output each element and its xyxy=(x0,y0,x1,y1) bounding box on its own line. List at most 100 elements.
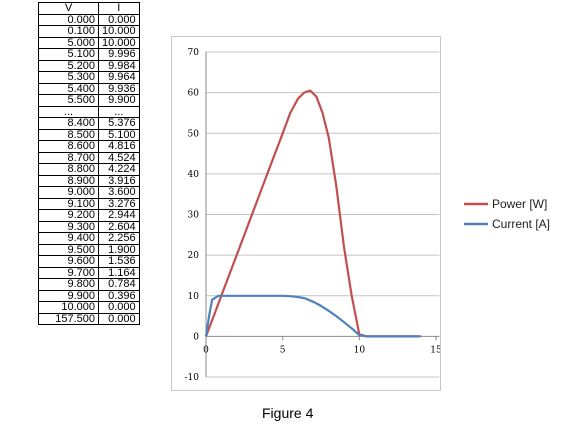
cell-voltage: 5.400 xyxy=(38,82,99,95)
cell-voltage: 0.000 xyxy=(38,13,99,26)
cell-current: 2.944 xyxy=(98,209,140,222)
table-row: 9.300 2.604 xyxy=(38,220,140,233)
y-tick-label: 30 xyxy=(188,211,200,221)
y-tick-label: 70 xyxy=(188,48,200,58)
x-tick-label: 5 xyxy=(280,345,286,355)
table-row: 10.000 0.000 xyxy=(38,301,140,314)
table-header-row: V I xyxy=(38,2,140,15)
table-row: 8.700 4.524 xyxy=(38,151,140,164)
cell-voltage: 8.400 xyxy=(38,117,99,130)
cell-current: 3.276 xyxy=(98,197,140,210)
table-row: 0.000 0.000 xyxy=(38,13,140,26)
cell-voltage: 9.900 xyxy=(38,289,99,302)
table-row: 8.800 4.224 xyxy=(38,163,140,176)
legend-label: Power [W] xyxy=(492,197,547,211)
chart-legend: Power [W] Current [A] xyxy=(464,197,550,231)
cell-current: 1.164 xyxy=(98,266,140,279)
cell-voltage: 8.500 xyxy=(38,128,99,141)
cell-voltage: 5.100 xyxy=(38,48,99,61)
cell-voltage: 10.000 xyxy=(38,301,99,314)
cell-current: 9.984 xyxy=(98,59,140,72)
cell-voltage: 8.900 xyxy=(38,174,99,187)
cell-voltage: 9.600 xyxy=(38,255,99,268)
cell-current: 5.376 xyxy=(98,117,140,130)
y-tick-label: 50 xyxy=(188,129,200,139)
y-tick-label: 10 xyxy=(188,292,200,302)
y-tick-label: 0 xyxy=(193,332,199,342)
cell-voltage: 0.100 xyxy=(38,25,99,38)
table-row: ...... xyxy=(38,105,140,118)
table-row: 9.700 1.164 xyxy=(38,266,140,279)
table-row: 8.500 5.100 xyxy=(38,128,140,141)
table-row: 0.100 10.000 xyxy=(38,25,140,38)
table-row: 5.000 10.000 xyxy=(38,36,140,49)
chart-plot: -10 0 10 20 30 40 50 60 70 0 5 10 15 xyxy=(185,48,441,383)
cell-voltage: 9.100 xyxy=(38,197,99,210)
cell-voltage: 9.300 xyxy=(38,220,99,233)
cell-current: 10.000 xyxy=(98,25,140,38)
table-row: 9.200 2.944 xyxy=(38,209,140,222)
table-row: 9.900 0.396 xyxy=(38,289,140,302)
cell-current: 4.524 xyxy=(98,151,140,164)
y-tick-label: 60 xyxy=(188,89,200,99)
x-tick-label: 10 xyxy=(354,345,366,355)
cell-voltage: 5.500 xyxy=(38,94,99,107)
cell-voltage: 9.700 xyxy=(38,266,99,279)
table-row: 5.200 9.984 xyxy=(38,59,140,72)
table-row: 9.100 3.276 xyxy=(38,197,140,210)
cell-voltage: ... xyxy=(38,105,99,118)
table-row: 157.500 0.000 xyxy=(38,312,140,325)
cell-voltage: 8.700 xyxy=(38,151,99,164)
cell-current: 10.000 xyxy=(98,36,140,49)
table-row: 5.100 9.996 xyxy=(38,48,140,61)
cell-current: 9.936 xyxy=(98,82,140,95)
cell-current: 0.784 xyxy=(98,278,140,291)
table-row: 5.500 9.900 xyxy=(38,94,140,107)
cell-current: 4.816 xyxy=(98,140,140,153)
current-series-line xyxy=(204,294,421,338)
table-row: 9.400 2.256 xyxy=(38,232,140,245)
cell-voltage: 9.400 xyxy=(38,232,99,245)
table-row: 9.000 3.600 xyxy=(38,186,140,199)
cell-current: 2.604 xyxy=(98,220,140,233)
cell-current: 1.900 xyxy=(98,243,140,256)
cell-current: 2.256 xyxy=(98,232,140,245)
cell-voltage: 9.000 xyxy=(38,186,99,199)
cell-current: 9.900 xyxy=(98,94,140,107)
table-body: 0.000 0.000 0.100 10.000 5.000 10.000 5.100 9.9… xyxy=(38,13,140,325)
table-row: 9.600 1.536 xyxy=(38,255,140,268)
cell-current: ... xyxy=(98,105,140,118)
cell-current: 3.600 xyxy=(98,186,140,199)
column-header-v: V xyxy=(38,2,99,15)
data-table: V I 0.000 0.000 0.100 10.000 5.000 10.000 5.10… xyxy=(38,2,140,325)
power-series-line xyxy=(204,89,421,338)
cell-current: 0.000 xyxy=(98,301,140,314)
table-row: 5.300 9.964 xyxy=(38,71,140,84)
column-header-i: I xyxy=(98,2,140,15)
legend-label: Current [A] xyxy=(492,217,550,231)
table-row: 8.600 4.816 xyxy=(38,140,140,153)
cell-current: 0.000 xyxy=(98,312,140,325)
chart-frame: -10 0 10 20 30 40 50 60 70 0 5 10 15 xyxy=(171,36,441,391)
table-row: 8.400 5.376 xyxy=(38,117,140,130)
cell-current: 1.536 xyxy=(98,255,140,268)
cell-voltage: 9.800 xyxy=(38,278,99,291)
cell-current: 0.396 xyxy=(98,289,140,302)
y-tick-label: -10 xyxy=(185,373,200,383)
cell-current: 3.916 xyxy=(98,174,140,187)
cell-current: 5.100 xyxy=(98,128,140,141)
cell-voltage: 157.500 xyxy=(38,312,99,325)
cell-voltage: 8.800 xyxy=(38,163,99,176)
table-row: 9.500 1.900 xyxy=(38,243,140,256)
y-tick-label: 40 xyxy=(188,170,200,180)
table-row: 5.400 9.936 xyxy=(38,82,140,95)
y-tick-label: 20 xyxy=(188,251,200,261)
table-row: 9.800 0.784 xyxy=(38,278,140,291)
cell-current: 9.996 xyxy=(98,48,140,61)
cell-voltage: 8.600 xyxy=(38,140,99,153)
cell-voltage: 5.200 xyxy=(38,59,99,72)
cell-voltage: 5.000 xyxy=(38,36,99,49)
x-tick-label: 15 xyxy=(430,345,440,355)
cell-current: 9.964 xyxy=(98,71,140,84)
cell-current: 4.224 xyxy=(98,163,140,176)
